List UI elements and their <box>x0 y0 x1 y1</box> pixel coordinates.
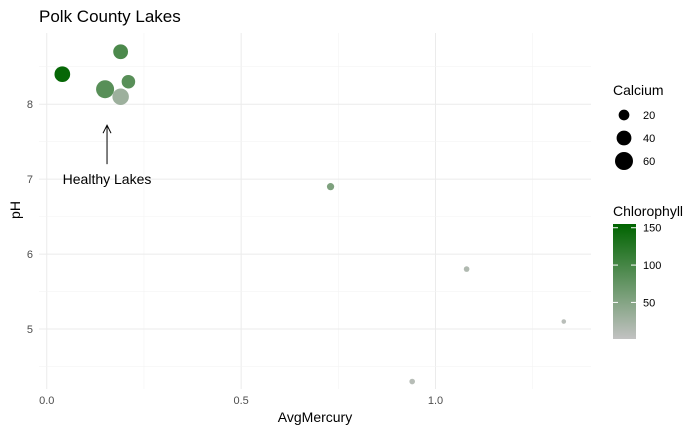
x-tick-label: 1.0 <box>428 395 443 407</box>
data-point <box>561 319 567 324</box>
data-point <box>409 378 415 385</box>
size-legend-key <box>618 109 630 121</box>
data-points <box>54 44 567 385</box>
x-axis-title: AvgMercury <box>278 409 352 425</box>
data-point <box>112 88 129 105</box>
size-legend: Calcium 20 40 60 <box>613 82 664 170</box>
color-legend-label: 150 <box>643 223 661 235</box>
y-axis-title: pH <box>7 201 23 219</box>
color-legend: Chlorophyll 50 100 150 <box>613 203 683 339</box>
data-point <box>113 44 129 60</box>
color-legend-label: 100 <box>643 260 661 272</box>
annotation: Healthy Lakes <box>63 124 152 187</box>
y-tick-label: 8 <box>27 99 33 111</box>
size-legend-key <box>615 152 633 170</box>
size-legend-label: 40 <box>643 133 655 145</box>
y-tick-label: 6 <box>27 249 33 261</box>
x-tick-label: 0.5 <box>233 395 248 407</box>
y-tick-label: 7 <box>27 174 33 186</box>
color-legend-label: 50 <box>643 297 655 309</box>
x-axis-ticks: 0.0 0.5 1.0 <box>39 395 443 407</box>
size-legend-label: 60 <box>643 156 655 168</box>
data-point <box>54 66 71 83</box>
colorbar <box>613 224 636 339</box>
data-point <box>326 183 335 191</box>
data-point <box>121 74 136 89</box>
data-point <box>463 266 470 272</box>
data-point <box>96 80 115 99</box>
annotation-arrow-head <box>102 124 112 134</box>
color-legend-title: Chlorophyll <box>613 203 683 219</box>
y-axis-ticks: 5 6 7 8 <box>27 99 33 336</box>
size-legend-key <box>616 130 632 146</box>
x-tick-label: 0.0 <box>39 395 54 407</box>
size-legend-label: 20 <box>643 110 655 122</box>
y-tick-label: 5 <box>27 324 33 336</box>
annotation-text: Healthy Lakes <box>63 171 152 187</box>
size-legend-title: Calcium <box>613 82 664 98</box>
chart-title: Polk County Lakes <box>39 7 181 26</box>
grid <box>39 33 591 389</box>
